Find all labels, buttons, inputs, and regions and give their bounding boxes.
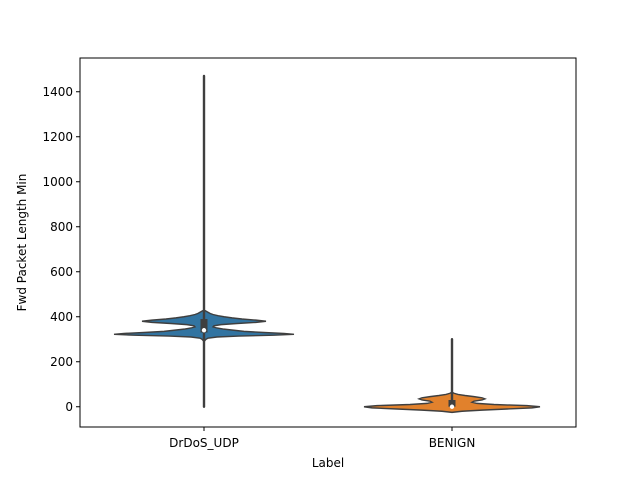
violin-benign bbox=[363, 338, 541, 414]
y-tick-label: 1400 bbox=[42, 85, 73, 99]
y-axis: 0 200 400 600 800 1000 1200 1400 bbox=[42, 85, 80, 414]
y-tick-label: 1000 bbox=[42, 175, 73, 189]
y-tick-label: 1200 bbox=[42, 130, 73, 144]
plot-frame bbox=[79, 57, 577, 428]
median-marker bbox=[201, 328, 207, 333]
x-axis-title: Label bbox=[312, 456, 344, 470]
y-tick-label: 400 bbox=[50, 310, 73, 324]
median-marker bbox=[449, 404, 455, 409]
y-tick-label: 600 bbox=[50, 265, 73, 279]
y-tick-label: 200 bbox=[50, 355, 73, 369]
y-tick-label: 0 bbox=[65, 400, 73, 414]
x-axis: DrDoS_UDP BENIGN bbox=[169, 427, 475, 450]
violin-layer bbox=[113, 74, 541, 414]
iqr-box bbox=[200, 319, 208, 333]
x-tick-label: DrDoS_UDP bbox=[169, 436, 239, 450]
violin-drdos-udp bbox=[113, 74, 295, 408]
y-axis-title: Fwd Packet Length Min bbox=[15, 174, 29, 312]
x-tick-label: BENIGN bbox=[429, 436, 476, 450]
y-tick-label: 800 bbox=[50, 220, 73, 234]
iqr-box bbox=[448, 400, 456, 407]
